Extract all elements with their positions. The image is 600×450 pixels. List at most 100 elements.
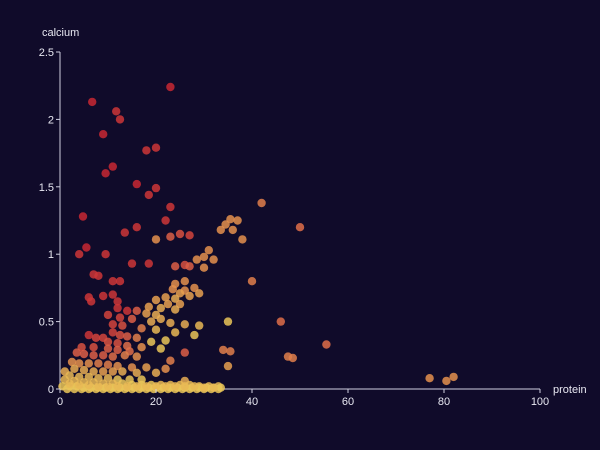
data-point bbox=[108, 290, 118, 299]
data-point bbox=[151, 368, 161, 377]
x-tick-label: 80 bbox=[438, 396, 450, 408]
data-point bbox=[67, 357, 77, 367]
data-point bbox=[108, 320, 118, 329]
data-point bbox=[151, 183, 161, 193]
data-point bbox=[120, 351, 129, 360]
data-point bbox=[147, 317, 156, 326]
data-point bbox=[99, 351, 108, 360]
data-point bbox=[94, 382, 103, 391]
data-point bbox=[99, 130, 108, 139]
data-point bbox=[199, 252, 209, 262]
y-tick-label: 1.5 bbox=[39, 182, 54, 194]
data-point bbox=[295, 223, 305, 232]
data-point bbox=[103, 337, 113, 346]
data-point bbox=[75, 359, 84, 368]
data-point bbox=[142, 146, 151, 155]
data-point bbox=[113, 345, 122, 355]
axes bbox=[59, 52, 540, 390]
data-point bbox=[175, 229, 185, 239]
data-point bbox=[103, 382, 113, 391]
data-point bbox=[142, 309, 151, 318]
data-point bbox=[276, 317, 285, 326]
x-axis-title: protein bbox=[553, 384, 587, 396]
x-tick-label: 20 bbox=[150, 396, 162, 408]
data-point bbox=[115, 115, 125, 124]
data-point bbox=[115, 277, 125, 286]
data-point bbox=[89, 367, 98, 376]
data-point bbox=[190, 330, 199, 340]
data-point bbox=[127, 314, 137, 324]
data-point bbox=[65, 379, 74, 388]
data-point bbox=[89, 343, 98, 352]
data-point bbox=[166, 202, 175, 212]
data-point bbox=[72, 348, 82, 357]
data-point bbox=[221, 220, 230, 229]
axis-ticks: 0 0.5 1 1.5 2 2.5 0 20 40 60 80 100 bbox=[39, 47, 549, 408]
data-point bbox=[195, 289, 204, 298]
data-point bbox=[118, 367, 127, 376]
data-point bbox=[79, 365, 89, 375]
data-point bbox=[115, 313, 125, 322]
data-point bbox=[120, 228, 129, 237]
data-point bbox=[171, 305, 180, 314]
data-point bbox=[132, 382, 141, 391]
data-point bbox=[115, 330, 125, 340]
data-point bbox=[238, 235, 247, 244]
data-point bbox=[161, 364, 170, 373]
data-point bbox=[144, 190, 153, 200]
y-tick-label: 2.5 bbox=[39, 47, 54, 59]
data-point bbox=[144, 302, 153, 311]
data-point bbox=[89, 351, 98, 360]
data-point bbox=[75, 380, 84, 390]
data-point bbox=[82, 243, 91, 252]
data-point bbox=[84, 372, 94, 382]
data-point bbox=[123, 332, 132, 341]
data-point bbox=[84, 380, 94, 390]
data-point bbox=[79, 349, 89, 359]
data-point bbox=[151, 382, 161, 391]
data-point bbox=[156, 344, 165, 353]
data-point bbox=[99, 291, 108, 301]
x-tick-label: 60 bbox=[342, 396, 354, 408]
data-point bbox=[166, 356, 175, 365]
data-point bbox=[112, 107, 121, 116]
data-point bbox=[77, 343, 86, 352]
data-point bbox=[226, 347, 235, 356]
data-point bbox=[185, 231, 194, 240]
data-point bbox=[180, 320, 189, 329]
data-point bbox=[163, 299, 173, 309]
data-point bbox=[108, 162, 118, 171]
data-point bbox=[132, 333, 141, 342]
data-point bbox=[75, 250, 84, 259]
data-point bbox=[137, 324, 146, 333]
data-point bbox=[123, 382, 132, 391]
data-point bbox=[84, 330, 94, 340]
data-point bbox=[190, 283, 199, 293]
data-point bbox=[233, 216, 242, 225]
x-tick-label: 100 bbox=[531, 396, 549, 408]
data-point bbox=[113, 303, 122, 313]
data-point bbox=[168, 285, 177, 294]
data-point bbox=[180, 277, 189, 286]
data-point bbox=[257, 198, 266, 208]
data-point bbox=[99, 367, 108, 376]
data-point bbox=[166, 232, 175, 241]
data-point bbox=[137, 343, 146, 352]
data-point bbox=[199, 263, 209, 272]
data-point bbox=[171, 294, 180, 303]
data-point bbox=[103, 344, 113, 353]
data-point bbox=[190, 382, 199, 391]
data-point bbox=[209, 255, 218, 264]
data-point bbox=[449, 372, 458, 382]
data-point bbox=[151, 235, 161, 244]
data-point bbox=[171, 382, 180, 391]
data-point bbox=[113, 361, 122, 371]
data-point bbox=[223, 361, 233, 371]
data-point bbox=[180, 382, 189, 391]
data-point bbox=[123, 306, 132, 315]
data-point bbox=[103, 310, 113, 320]
data-point bbox=[166, 82, 175, 92]
data-point bbox=[199, 383, 209, 392]
data-point bbox=[151, 295, 161, 305]
data-point bbox=[87, 297, 96, 306]
